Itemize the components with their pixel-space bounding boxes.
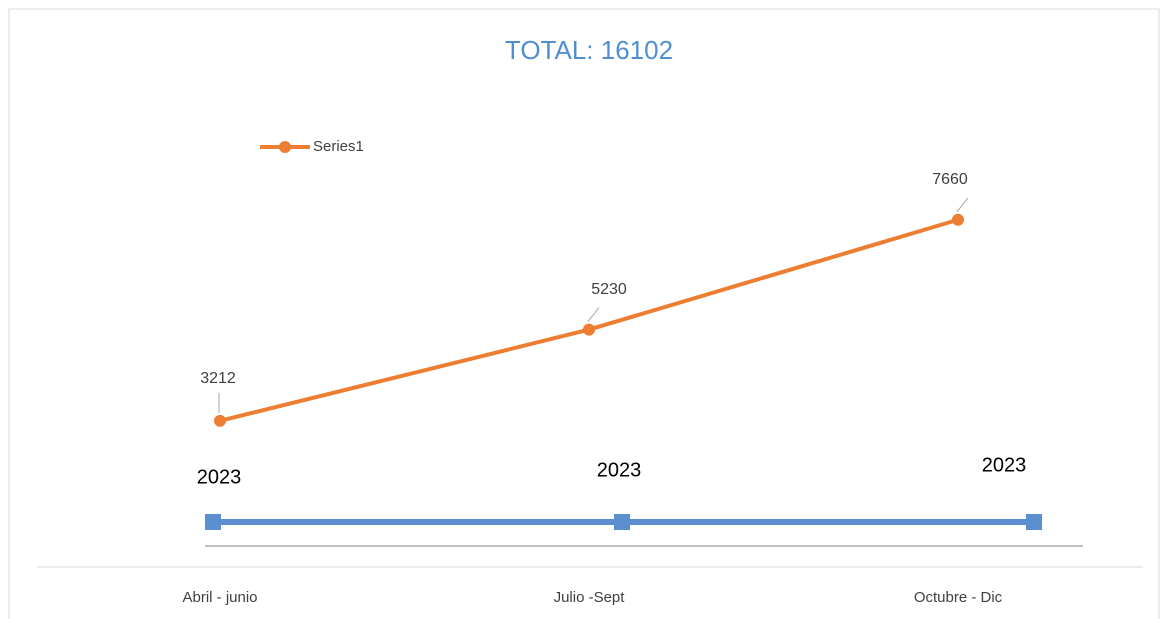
x-tick-label: Octubre - Dic bbox=[914, 589, 1003, 606]
data-point bbox=[214, 414, 226, 427]
data-point bbox=[952, 213, 964, 226]
x-tick-label: Abril - junio bbox=[182, 589, 257, 606]
timeline-marker bbox=[205, 514, 221, 530]
data-label: 3212 bbox=[200, 370, 236, 387]
legend-marker bbox=[279, 141, 291, 153]
timeline-marker bbox=[1026, 514, 1042, 530]
chart-title: TOTAL: 16102 bbox=[505, 35, 673, 65]
legend-label: Series1 bbox=[313, 138, 364, 155]
timeline-label: 2023 bbox=[597, 459, 642, 481]
leader-line bbox=[956, 197, 969, 213]
timeline-label: 2023 bbox=[982, 454, 1027, 476]
timeline-label: 2023 bbox=[197, 466, 242, 488]
data-label: 7660 bbox=[932, 171, 968, 188]
x-tick-label: Julio -Sept bbox=[554, 589, 626, 606]
chart-frame bbox=[8, 8, 1160, 619]
data-label: 5230 bbox=[591, 281, 627, 298]
leader-line bbox=[587, 307, 600, 322]
timeline-marker bbox=[614, 514, 630, 530]
data-point bbox=[583, 323, 595, 336]
